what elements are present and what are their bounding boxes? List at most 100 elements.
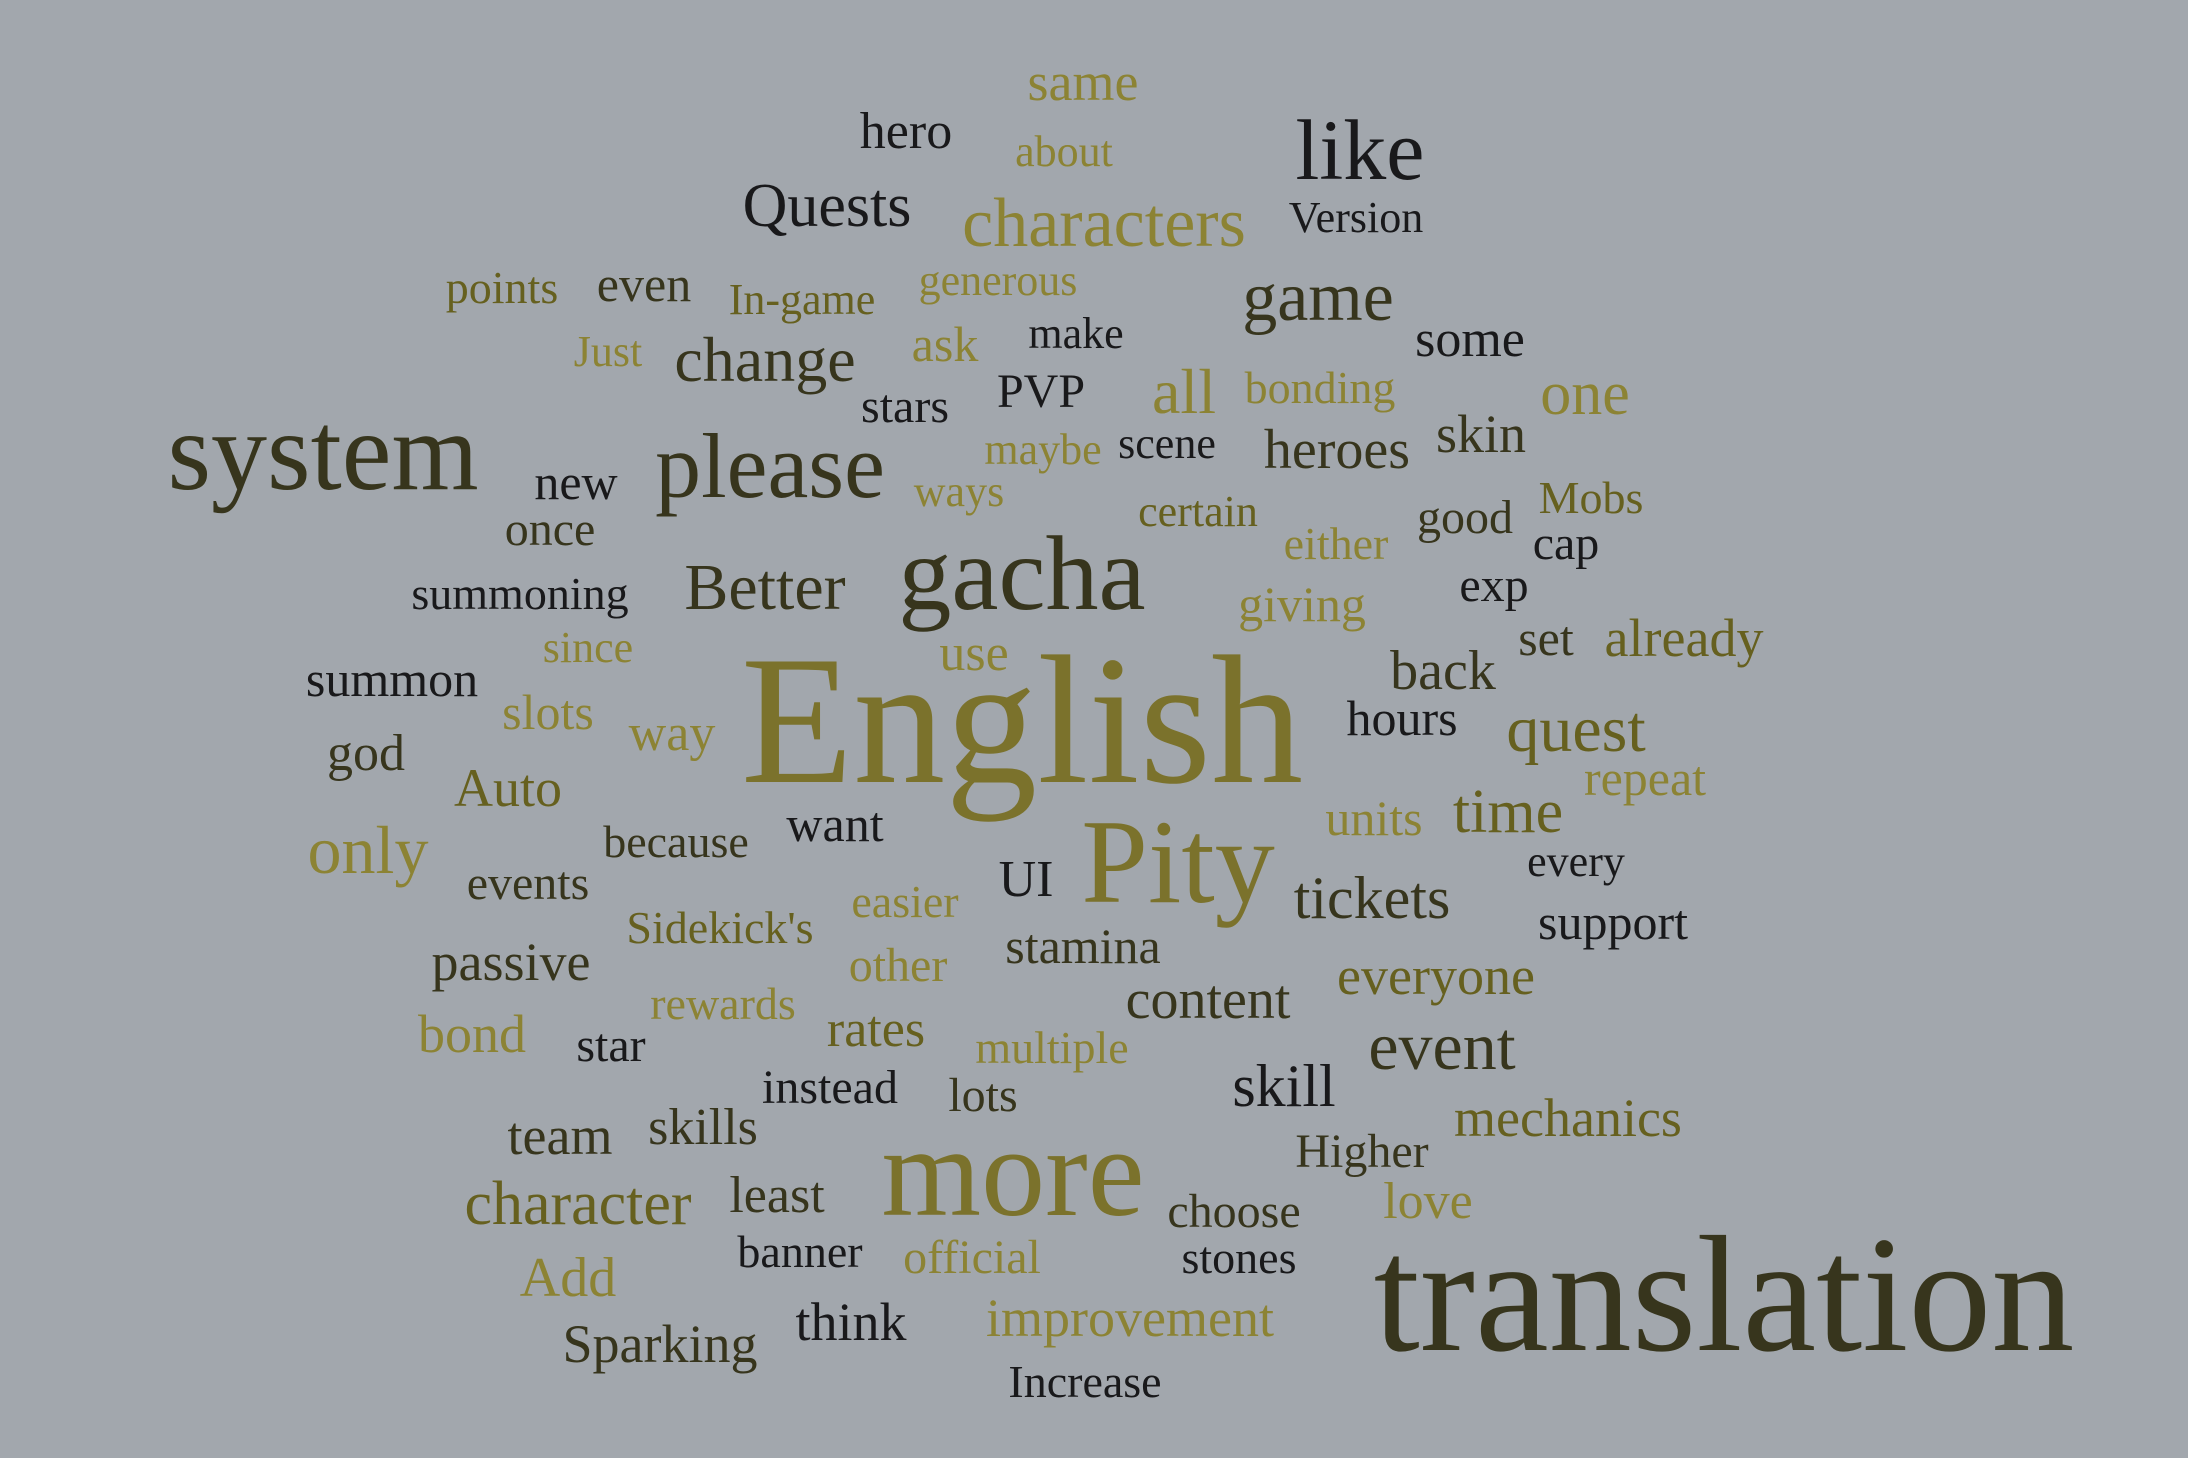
word-lots: lots — [948, 1069, 1018, 1122]
word-bond: bond — [418, 1004, 526, 1064]
word-way: way — [628, 705, 716, 762]
word-rewards: rewards — [650, 978, 796, 1029]
word-love: love — [1383, 1173, 1473, 1230]
word-choose: choose — [1167, 1185, 1301, 1238]
word-good: good — [1417, 491, 1513, 544]
word-passive: passive — [431, 932, 591, 992]
word-points: points — [445, 262, 559, 313]
word-skills: skills — [648, 1099, 758, 1156]
word-system: system — [167, 390, 479, 514]
word-time: time — [1452, 778, 1564, 846]
word-about: about — [1015, 127, 1113, 176]
word-hero: hero — [859, 103, 953, 160]
word-characters: characters — [962, 185, 1246, 262]
word-improvement: improvement — [986, 1288, 1274, 1348]
word-stamina: stamina — [1005, 918, 1161, 974]
word-already: already — [1604, 608, 1764, 668]
word-back: back — [1390, 640, 1496, 702]
word-translation: translation — [1373, 1202, 2075, 1386]
word-game: game — [1242, 259, 1394, 336]
word-better: Better — [684, 551, 846, 624]
word-stones: stones — [1181, 1232, 1297, 1283]
word-same: same — [1027, 52, 1139, 112]
word-tickets: tickets — [1293, 865, 1451, 931]
word-auto: Auto — [454, 758, 562, 818]
word-god: god — [327, 725, 405, 782]
word-rates: rates — [826, 1001, 926, 1058]
word-english: English — [740, 618, 1304, 822]
word-events: events — [466, 857, 590, 910]
word-least: least — [729, 1167, 825, 1224]
word-team: team — [507, 1106, 613, 1166]
word-units: units — [1325, 790, 1423, 846]
word-more: more — [881, 1101, 1145, 1243]
word-set: set — [1518, 610, 1574, 666]
word-because: because — [603, 816, 749, 867]
word-slots: slots — [502, 684, 594, 740]
word-summoning: summoning — [411, 568, 629, 619]
word-stars: stars — [861, 380, 949, 433]
word-since: since — [542, 623, 634, 672]
word-quests: Quests — [742, 172, 912, 240]
word-bonding: bonding — [1244, 362, 1396, 413]
word-like: like — [1295, 102, 1425, 198]
word-cap: cap — [1532, 517, 1600, 570]
word-sidekicks: Sidekick's — [626, 902, 814, 953]
word-generous: generous — [918, 256, 1078, 305]
word-new: new — [534, 454, 618, 510]
word-quest: quest — [1506, 693, 1646, 766]
word-character: character — [464, 1170, 692, 1238]
word-use: use — [939, 625, 1009, 682]
word-support: support — [1538, 894, 1688, 950]
word-mobs: Mobs — [1538, 472, 1644, 523]
word-ways: ways — [913, 467, 1005, 516]
word-maybe: maybe — [984, 425, 1102, 474]
word-pvp: PVP — [996, 365, 1086, 418]
word-version: Version — [1288, 193, 1424, 242]
word-everyone: everyone — [1337, 946, 1535, 1006]
word-even: even — [596, 256, 692, 312]
word-all: all — [1152, 356, 1216, 427]
word-exp: exp — [1459, 559, 1529, 612]
word-change: change — [674, 324, 856, 395]
word-once: once — [504, 503, 596, 556]
word-increase: Increase — [1008, 1356, 1162, 1407]
word-one: one — [1540, 360, 1630, 428]
word-official: official — [903, 1231, 1041, 1284]
word-hours: hours — [1346, 690, 1458, 746]
word-add: Add — [519, 1247, 617, 1309]
word-every: every — [1527, 837, 1625, 886]
word-higher: Higher — [1295, 1125, 1429, 1178]
word-mechanics: mechanics — [1454, 1088, 1682, 1148]
word-scene: scene — [1118, 419, 1216, 468]
word-summon: summon — [305, 651, 479, 707]
word-easier: easier — [851, 876, 959, 927]
word-heroes: heroes — [1263, 419, 1411, 481]
word-banner: banner — [737, 1226, 863, 1277]
word-certain: certain — [1138, 487, 1258, 536]
word-repeat: repeat — [1583, 750, 1707, 806]
word-some: some — [1415, 311, 1525, 368]
word-please: please — [655, 415, 885, 517]
word-only: only — [307, 812, 429, 888]
word-want: want — [786, 796, 884, 852]
word-skin: skin — [1435, 404, 1527, 464]
word-multiple: multiple — [975, 1022, 1129, 1073]
word-giving: giving — [1238, 576, 1366, 632]
word-ask: ask — [911, 316, 979, 372]
word-gacha: gacha — [898, 515, 1146, 632]
word-think: think — [795, 1292, 907, 1352]
word-just: Just — [573, 327, 643, 376]
word-other: other — [848, 939, 948, 992]
word-make: make — [1028, 309, 1124, 358]
word-content: content — [1125, 969, 1291, 1031]
word-skill: skill — [1232, 1053, 1336, 1119]
word-sparking: Sparking — [562, 1314, 758, 1374]
word-pity: Pity — [1081, 795, 1275, 928]
word-instead: instead — [762, 1061, 898, 1114]
word-event: event — [1368, 1008, 1516, 1084]
word-star: star — [576, 1019, 646, 1072]
word-ui: UI — [998, 851, 1054, 908]
word-either: either — [1283, 518, 1389, 569]
